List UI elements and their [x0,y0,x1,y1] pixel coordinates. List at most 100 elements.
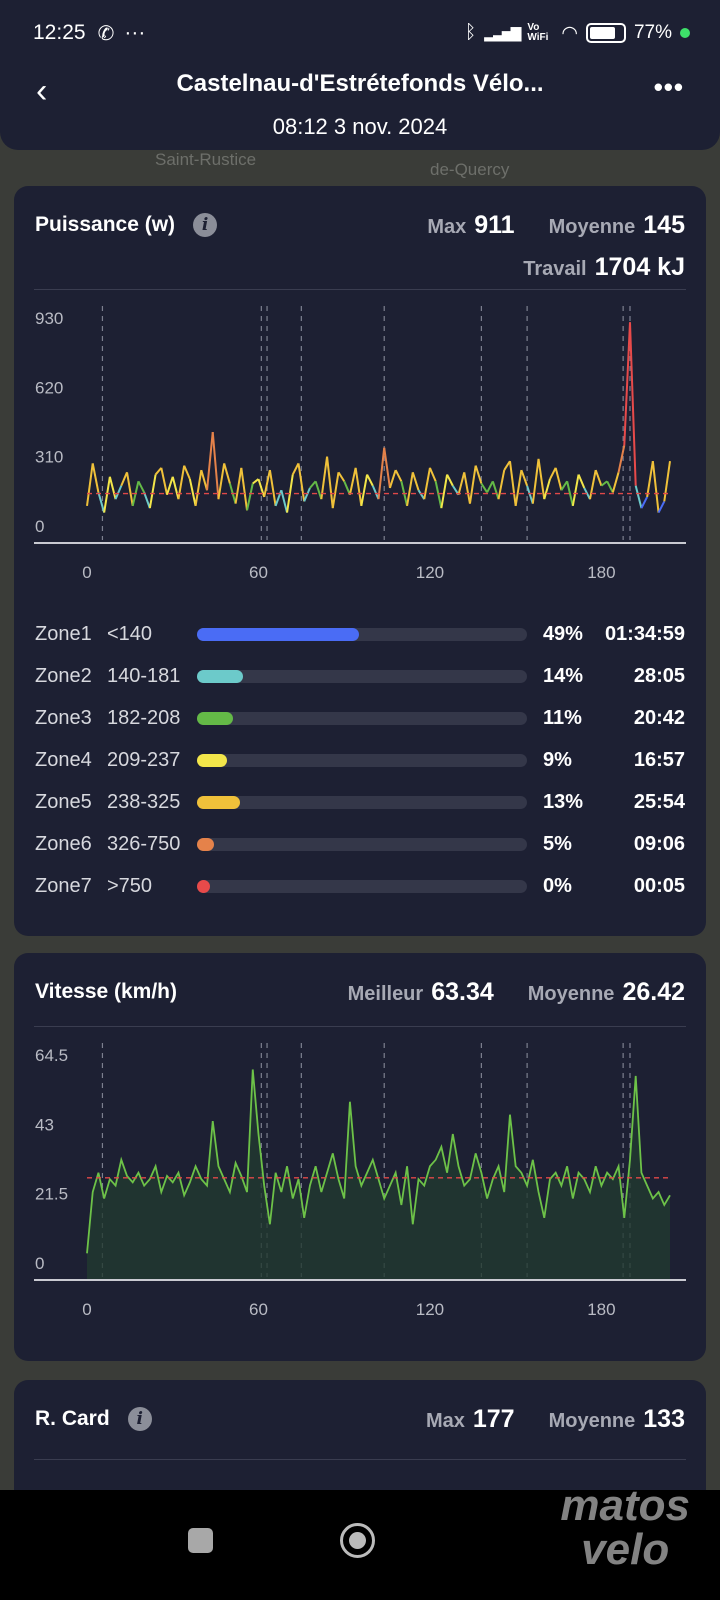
y-tick-label: 930 [35,309,63,328]
power-segment [657,500,666,514]
zone-row: Zone7 >750 0% 00:05 [35,871,685,901]
status-bar: 12:25 ✆ ··· ᛒ ▂▃▅▇ Vo WiFi ◠ 77% [33,18,690,48]
power-segment [457,472,466,495]
power-segment [554,467,563,491]
power-segment [520,469,529,487]
power-segment [166,476,174,495]
activity-date: 08:12 3 nov. 2024 [272,114,448,139]
speed-title: Vitesse (km/h) [35,980,178,1003]
power-segment [160,467,168,495]
zone-bar [196,627,527,641]
power-segment [474,465,483,484]
power-segment [611,472,620,493]
power-segment [246,483,254,511]
max-value: 177 [472,1404,515,1433]
speed-header: Vitesse (km/h) Meilleur 63.34 Moyenne 26… [35,977,685,1007]
y-tick-label: 64.5 [35,1046,68,1065]
zone-bar [197,837,527,851]
power-segment [114,485,123,500]
power-segment [566,481,574,507]
x-tick-label: 0 [82,563,91,582]
power-segment [560,480,568,491]
power-segment [211,431,220,500]
x-tick-label: 120 [416,1300,444,1319]
recents-button[interactable] [188,1528,213,1553]
power-segment [343,480,351,496]
zone-row: Zone6 326-750 5% 09:06 [35,829,685,859]
work-value: 1704 kJ [594,252,685,281]
system-nav-bar: matos velo [0,1484,720,1600]
more-options-button[interactable]: ••• [653,72,684,102]
heart-header: R. Card i Max 177 Moyenne 133 [35,1404,685,1434]
best-value: 63.34 [431,977,494,1006]
info-icon[interactable]: i [127,1407,152,1431]
speed-chart[interactable]: 0 21.5 43 64.5 0 60 120 180 [14,1033,706,1343]
power-segment [240,467,249,511]
power-chart[interactable]: 0 310 620 930 0 60 120 180 [14,296,706,606]
zone-time: 00:05 [633,874,685,897]
zone-percent: 5% [543,832,572,855]
power-segment [291,462,300,476]
zone-percent: 14% [543,664,584,687]
zone-percent: 49% [542,622,583,645]
power-segment [468,465,477,504]
avg-label: Moyenne [548,215,636,238]
zone-time: 01:34:59 [604,622,685,645]
zone-range: 238-325 [107,790,181,813]
divider [34,289,686,290]
zone-name: Zone1 [35,622,92,645]
zone-time: 16:57 [633,748,685,771]
zone-percent: 11% [543,706,582,729]
power-segment [480,482,488,493]
power-segment [200,469,208,491]
zone-row: Zone1 <140 49% 01:34:59 [35,619,685,649]
y-tick-label: 0 [35,1254,44,1273]
battery-percent: 77% [633,22,672,43]
zone-bar-fill [196,627,359,641]
power-segment [354,467,363,507]
power-segment [497,469,506,500]
power-segment [434,481,443,509]
power-segment [640,496,649,509]
power-segment [537,458,546,500]
power-segment [606,480,614,493]
power-segment [234,467,243,504]
avg-label: Moyenne [527,982,615,1005]
zone-percent: 9% [543,748,572,771]
power-segment [429,467,437,482]
power-segment [103,476,111,513]
power-segment [252,478,260,485]
power-segment [86,463,94,507]
zone-range: 209-237 [107,748,181,771]
info-icon[interactable]: i [193,213,218,237]
power-segment [320,456,329,500]
x-tick-label: 180 [587,1300,615,1319]
zone-time: 09:06 [633,832,685,855]
y-tick-label: 310 [35,448,63,467]
max-value: 911 [474,210,515,239]
divider [34,1026,686,1027]
power-segment [571,474,580,507]
power-segment [148,474,157,509]
power-segment [577,474,586,489]
power-segment [549,467,557,480]
y-tick-label: 43 [35,1115,54,1134]
power-segment [531,458,540,504]
power-title: Puissance (w) [35,213,176,236]
power-segment [309,480,317,489]
home-button[interactable] [340,1523,375,1558]
clock: 12:25 [33,21,86,44]
zone-time: 25:54 [633,790,685,813]
power-segment [491,480,500,500]
power-segment [600,480,608,487]
back-button[interactable]: ‹ [36,72,48,110]
activity-title: Castelnau-d'Estrétefonds Vélo... [176,70,544,97]
power-segment [217,463,226,500]
power-segment [617,445,626,473]
power-segment [508,461,517,506]
zone-name: Zone3 [35,706,92,729]
power-segment [543,478,551,500]
power-segment [394,469,403,482]
power-segment [646,460,654,498]
speed-area [87,1069,670,1279]
